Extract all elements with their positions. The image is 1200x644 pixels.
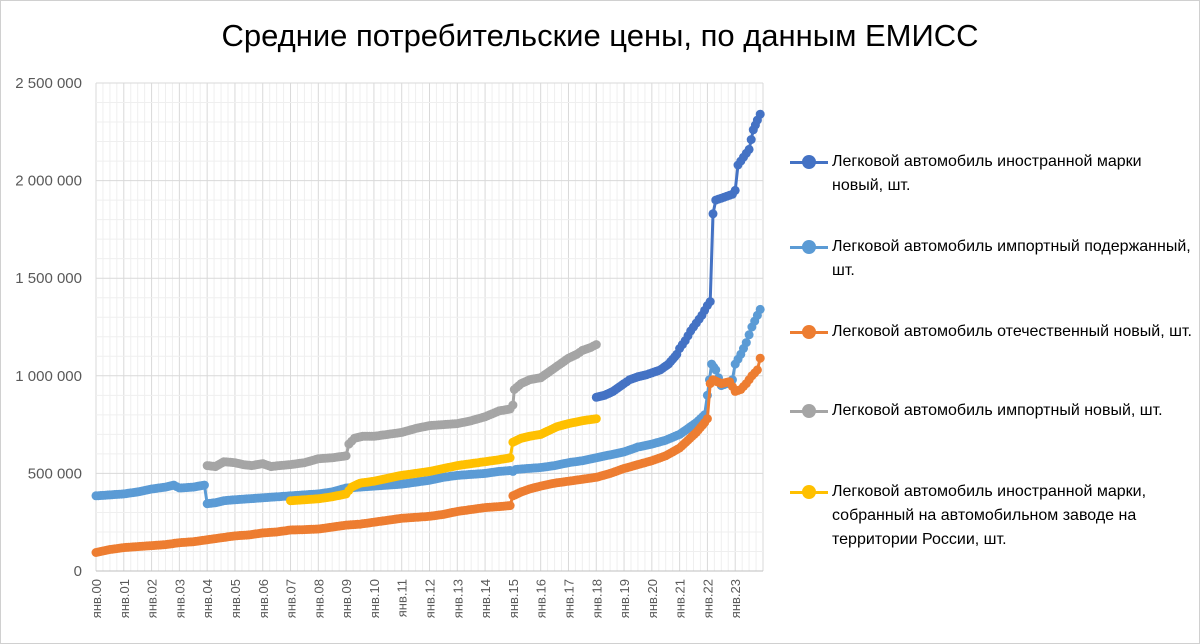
series-point-5 <box>591 414 601 424</box>
series-point-1 <box>755 109 765 119</box>
series-point-4 <box>591 340 601 350</box>
x-tick-label: янв.22 <box>700 579 715 618</box>
legend-swatch <box>790 240 828 254</box>
x-tick-label: янв.03 <box>172 579 187 618</box>
x-tick-label: янв.04 <box>200 579 215 618</box>
series-point-2 <box>711 365 721 375</box>
x-tick-label: янв.02 <box>145 579 160 618</box>
x-tick-label: янв.18 <box>589 579 604 618</box>
legend-label: Легковой автомобиль отечественный новый,… <box>832 323 1192 340</box>
x-tick-label: янв.16 <box>534 579 549 618</box>
x-tick-label: янв.14 <box>478 579 493 618</box>
legend-label: Легковой автомобиль импортный новый, шт. <box>832 402 1163 419</box>
x-tick-label: янв.07 <box>284 579 299 618</box>
series-point-1 <box>708 209 718 219</box>
series-point-3 <box>755 353 765 363</box>
series-point-1 <box>746 135 756 145</box>
series-point-3 <box>505 501 515 511</box>
legend-label: Легковой автомобиль иностранной марки но… <box>832 153 1142 194</box>
x-tick-label: янв.12 <box>423 579 438 618</box>
x-tick-label: янв.23 <box>728 579 743 618</box>
x-tick-label: янв.20 <box>645 579 660 618</box>
series-point-1 <box>744 144 754 154</box>
x-tick-label: янв.17 <box>561 579 576 618</box>
x-tick-label: янв.21 <box>673 579 688 618</box>
x-tick-label: янв.00 <box>89 579 104 618</box>
series-point-5 <box>505 453 515 463</box>
legend-swatch <box>790 325 828 339</box>
y-tick-label: 2 500 000 <box>15 75 82 92</box>
y-tick-label: 0 <box>74 563 82 580</box>
series-point-3 <box>752 365 762 375</box>
legend-label: Легковой автомобиль иностранной марки, с… <box>832 483 1147 548</box>
series-point-4 <box>508 400 518 410</box>
x-tick-label: янв.15 <box>506 579 521 618</box>
y-tick-label: 500 000 <box>28 465 82 482</box>
series-point-2 <box>199 480 209 490</box>
chart-title: Средние потребительские цены, по данным … <box>221 18 979 53</box>
series-point-2 <box>744 330 754 340</box>
x-tick-label: янв.11 <box>395 579 410 617</box>
y-tick-label: 1 500 000 <box>15 270 82 287</box>
series-point-2 <box>741 338 751 348</box>
x-tick-label: янв.19 <box>617 579 632 618</box>
x-tick-label: янв.05 <box>228 579 243 618</box>
series-point-1 <box>705 297 715 307</box>
series-point-2 <box>755 304 765 314</box>
x-tick-label: янв.08 <box>311 579 326 618</box>
x-tick-label: янв.06 <box>256 579 271 618</box>
legend-label: Легковой автомобиль импортный подержанны… <box>832 238 1191 279</box>
legend-swatch <box>790 404 828 418</box>
y-tick-label: 2 000 000 <box>15 173 82 190</box>
x-tick-label: янв.09 <box>339 579 354 618</box>
y-tick-label: 1 000 000 <box>15 368 82 385</box>
legend-swatch <box>790 155 828 169</box>
x-tick-label: янв.10 <box>367 579 382 618</box>
series-point-4 <box>341 451 351 461</box>
series-point-1 <box>730 185 740 195</box>
series-point-3 <box>702 414 712 424</box>
x-tick-label: янв.13 <box>450 579 465 618</box>
x-tick-label: янв.01 <box>117 579 132 618</box>
legend-swatch <box>790 485 828 499</box>
